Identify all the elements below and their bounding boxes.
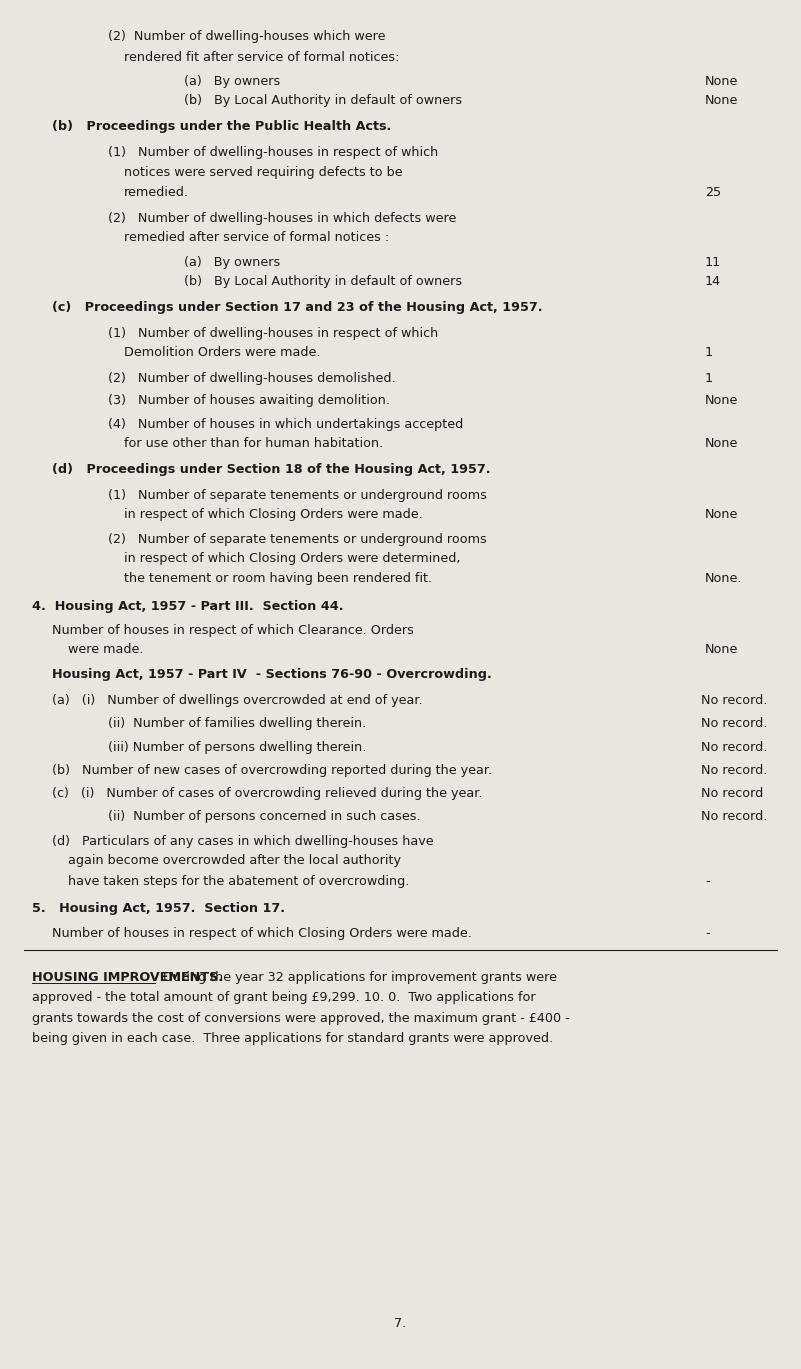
Text: (b)   Proceedings under the Public Health Acts.: (b) Proceedings under the Public Health … <box>52 120 392 133</box>
Text: approved - the total amount of grant being £9,299. 10. 0.  Two applications for: approved - the total amount of grant bei… <box>32 991 536 1003</box>
Text: (1)   Number of separate tenements or underground rooms: (1) Number of separate tenements or unde… <box>108 489 487 501</box>
Text: (c)   (i)   Number of cases of overcrowding relieved during the year.: (c) (i) Number of cases of overcrowding … <box>52 787 482 799</box>
Text: None.: None. <box>705 572 743 585</box>
Text: (ii)  Number of families dwelling therein.: (ii) Number of families dwelling therein… <box>108 717 366 730</box>
Text: (b)   By Local Authority in default of owners: (b) By Local Authority in default of own… <box>184 94 462 107</box>
Text: None: None <box>705 75 739 88</box>
Text: 5.   Housing Act, 1957.  Section 17.: 5. Housing Act, 1957. Section 17. <box>32 902 285 914</box>
Text: (c)   Proceedings under Section 17 and 23 of the Housing Act, 1957.: (c) Proceedings under Section 17 and 23 … <box>52 301 542 314</box>
Text: (2)   Number of separate tenements or underground rooms: (2) Number of separate tenements or unde… <box>108 533 487 545</box>
Text: (1)   Number of dwelling-houses in respect of which: (1) Number of dwelling-houses in respect… <box>108 327 438 340</box>
Text: 1: 1 <box>705 372 713 385</box>
Text: None: None <box>705 437 739 449</box>
Text: None: None <box>705 94 739 107</box>
Text: During the year 32 applications for improvement grants were: During the year 32 applications for impr… <box>155 971 557 983</box>
Text: have taken steps for the abatement of overcrowding.: have taken steps for the abatement of ov… <box>68 875 409 887</box>
Text: rendered fit after service of formal notices:: rendered fit after service of formal not… <box>124 51 400 63</box>
Text: grants towards the cost of conversions were approved, the maximum grant - £400 -: grants towards the cost of conversions w… <box>32 1012 570 1024</box>
Text: (3)   Number of houses awaiting demolition.: (3) Number of houses awaiting demolition… <box>108 394 390 407</box>
Text: (a)   By owners: (a) By owners <box>184 256 280 268</box>
Text: No record.: No record. <box>701 741 767 753</box>
Text: (a)   By owners: (a) By owners <box>184 75 280 88</box>
Text: (ii)  Number of persons concerned in such cases.: (ii) Number of persons concerned in such… <box>108 810 421 823</box>
Text: No record.: No record. <box>701 764 767 776</box>
Text: None: None <box>705 508 739 520</box>
Text: (b)   By Local Authority in default of owners: (b) By Local Authority in default of own… <box>184 275 462 287</box>
Text: No record.: No record. <box>701 717 767 730</box>
Text: (2)  Number of dwelling-houses which were: (2) Number of dwelling-houses which were <box>108 30 385 42</box>
Text: No record: No record <box>701 787 763 799</box>
Text: 11: 11 <box>705 256 721 268</box>
Text: (iii) Number of persons dwelling therein.: (iii) Number of persons dwelling therein… <box>108 741 367 753</box>
Text: 25: 25 <box>705 186 721 199</box>
Text: 7.: 7. <box>394 1317 407 1329</box>
Text: (d)   Proceedings under Section 18 of the Housing Act, 1957.: (d) Proceedings under Section 18 of the … <box>52 463 490 475</box>
Text: (2)   Number of dwelling-houses in which defects were: (2) Number of dwelling-houses in which d… <box>108 212 457 225</box>
Text: None: None <box>705 643 739 656</box>
Text: Number of houses in respect of which Clearance. Orders: Number of houses in respect of which Cle… <box>52 624 414 637</box>
Text: again become overcrowded after the local authority: again become overcrowded after the local… <box>68 854 401 867</box>
Text: -: - <box>705 927 710 939</box>
Text: (2)   Number of dwelling-houses demolished.: (2) Number of dwelling-houses demolished… <box>108 372 396 385</box>
Text: Number of houses in respect of which Closing Orders were made.: Number of houses in respect of which Clo… <box>52 927 472 939</box>
Text: HOUSING IMPROVEMENTS.: HOUSING IMPROVEMENTS. <box>32 971 223 983</box>
Text: 4.  Housing Act, 1957 - Part III.  Section 44.: 4. Housing Act, 1957 - Part III. Section… <box>32 600 344 612</box>
Text: (1)   Number of dwelling-houses in respect of which: (1) Number of dwelling-houses in respect… <box>108 146 438 159</box>
Text: notices were served requiring defects to be: notices were served requiring defects to… <box>124 166 403 178</box>
Text: No record.: No record. <box>701 694 767 706</box>
Text: remedied.: remedied. <box>124 186 189 199</box>
Text: No record.: No record. <box>701 810 767 823</box>
Text: remedied after service of formal notices :: remedied after service of formal notices… <box>124 231 389 244</box>
Text: None: None <box>705 394 739 407</box>
Text: (d)   Particulars of any cases in which dwelling-houses have: (d) Particulars of any cases in which dw… <box>52 835 433 847</box>
Text: 14: 14 <box>705 275 721 287</box>
Text: (4)   Number of houses in which undertakings accepted: (4) Number of houses in which undertakin… <box>108 418 464 430</box>
Text: (a)   (i)   Number of dwellings overcrowded at end of year.: (a) (i) Number of dwellings overcrowded … <box>52 694 423 706</box>
Text: were made.: were made. <box>68 643 143 656</box>
Text: being given in each case.  Three applications for standard grants were approved.: being given in each case. Three applicat… <box>32 1032 553 1045</box>
Text: for use other than for human habitation.: for use other than for human habitation. <box>124 437 384 449</box>
Text: -: - <box>705 875 710 887</box>
Text: the tenement or room having been rendered fit.: the tenement or room having been rendere… <box>124 572 433 585</box>
Text: in respect of which Closing Orders were made.: in respect of which Closing Orders were … <box>124 508 423 520</box>
Text: 1: 1 <box>705 346 713 359</box>
Text: Housing Act, 1957 - Part IV  - Sections 76-90 - Overcrowding.: Housing Act, 1957 - Part IV - Sections 7… <box>52 668 492 680</box>
Text: in respect of which Closing Orders were determined,: in respect of which Closing Orders were … <box>124 552 461 564</box>
Text: (b)   Number of new cases of overcrowding reported during the year.: (b) Number of new cases of overcrowding … <box>52 764 492 776</box>
Text: Demolition Orders were made.: Demolition Orders were made. <box>124 346 320 359</box>
